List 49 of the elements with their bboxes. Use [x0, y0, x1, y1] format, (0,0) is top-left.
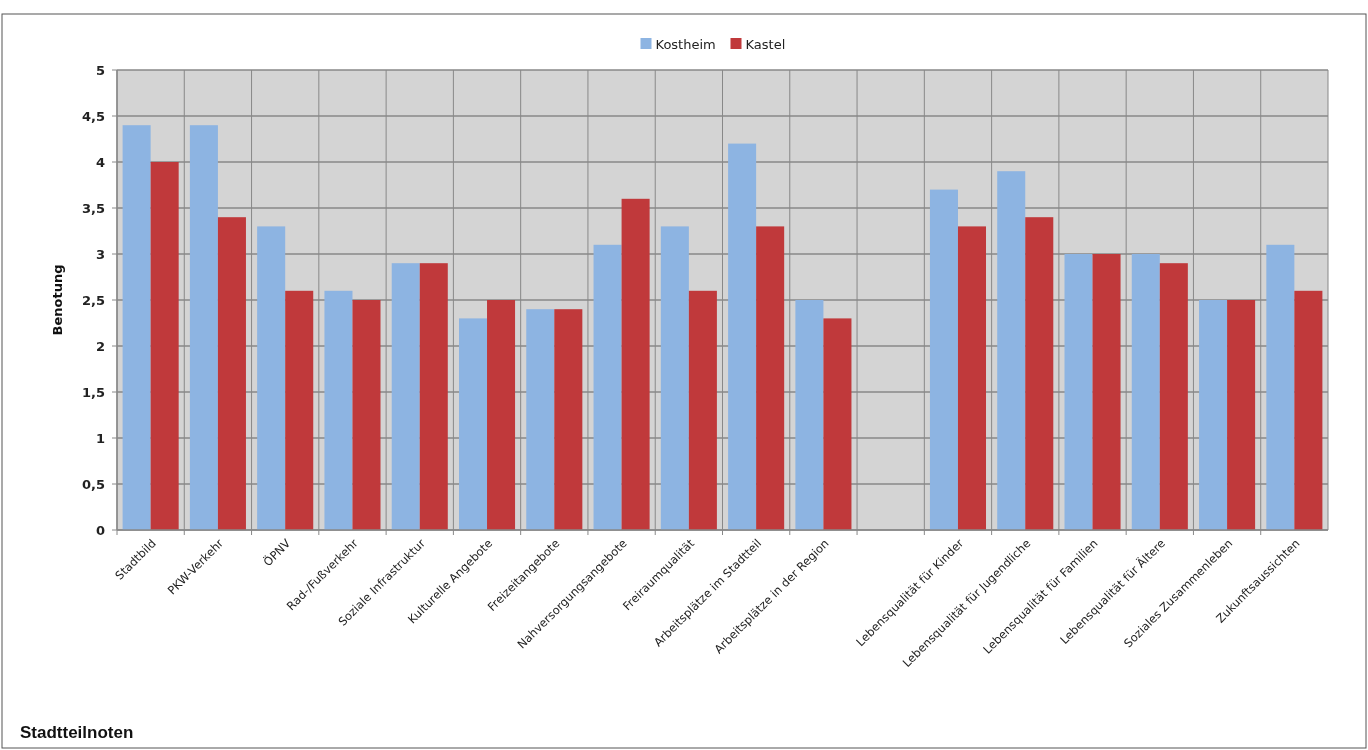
y-tick-label: 0,5	[81, 476, 105, 492]
y-tick-label: 1,5	[81, 384, 105, 400]
bar	[593, 244, 622, 530]
bar	[688, 290, 717, 530]
bar	[1064, 254, 1093, 530]
text: Stadtteilnoten	[20, 723, 134, 742]
bar	[324, 290, 353, 530]
bar	[217, 217, 246, 530]
bar	[419, 263, 448, 530]
bar	[487, 300, 516, 530]
y-tick-label: 4	[95, 154, 105, 170]
y-tick-label: 0	[95, 522, 105, 538]
bar	[1131, 254, 1160, 530]
bar	[1294, 290, 1323, 530]
y-tick-label: 5	[95, 62, 105, 78]
bar	[823, 318, 852, 530]
y-tick-label: 3,5	[81, 200, 105, 216]
y-tick-label: 2	[95, 338, 105, 354]
bar	[285, 290, 314, 530]
y-axis-title: Benotung	[50, 264, 65, 336]
bar	[957, 226, 986, 530]
bar	[795, 300, 824, 530]
bar	[122, 125, 151, 530]
bar	[459, 318, 488, 530]
bar	[756, 226, 785, 530]
bar	[526, 309, 555, 530]
legend-label: Kostheim	[655, 36, 716, 52]
bar	[150, 162, 179, 530]
bar	[1266, 244, 1295, 530]
bar	[352, 300, 381, 530]
bar	[997, 171, 1026, 530]
bar	[929, 189, 958, 530]
bar	[621, 198, 650, 530]
bar	[1159, 263, 1188, 530]
bar	[189, 125, 218, 530]
bar	[1025, 217, 1054, 530]
bar	[660, 226, 689, 530]
bar	[554, 309, 583, 530]
y-tick-label: 3	[95, 246, 105, 262]
bar	[728, 143, 757, 530]
bar	[1199, 300, 1228, 530]
legend-label: Kastel	[745, 36, 786, 52]
y-tick-label: 4,5	[81, 108, 105, 124]
bar	[257, 226, 286, 530]
y-tick-label: 1	[95, 430, 105, 446]
bar	[1092, 254, 1121, 530]
bar	[1227, 300, 1256, 530]
y-tick-label: 2,5	[81, 292, 105, 308]
bar	[391, 263, 420, 530]
